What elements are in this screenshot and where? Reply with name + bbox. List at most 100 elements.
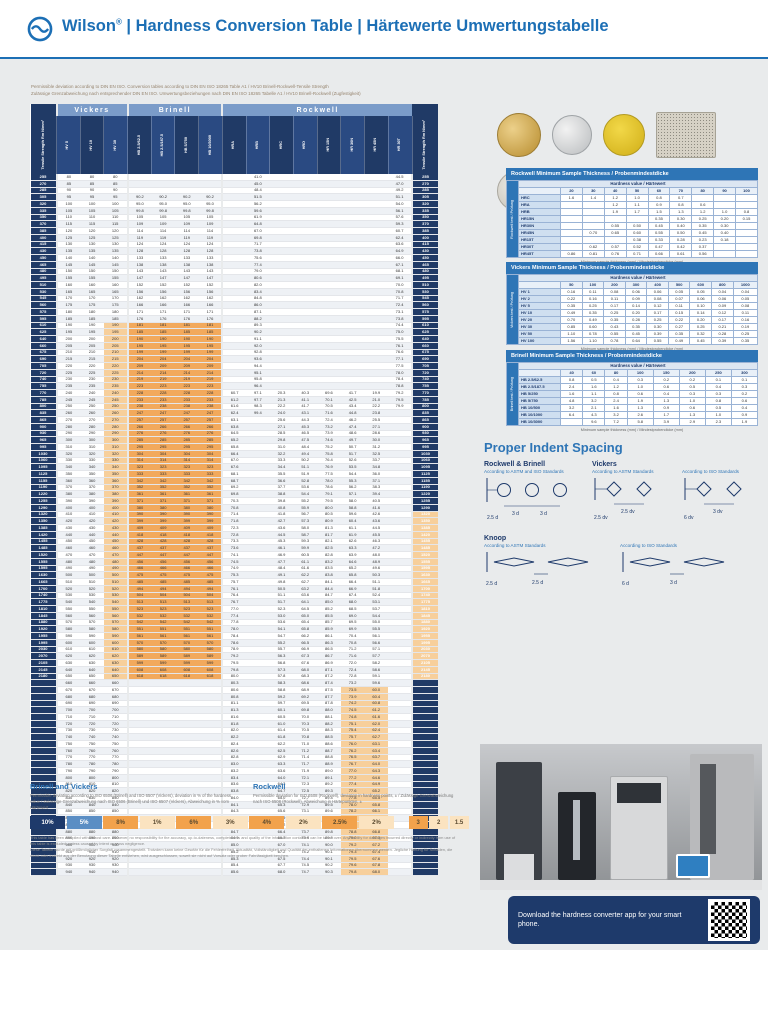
- table-cell: [174, 808, 199, 816]
- table-cell: 130: [80, 241, 104, 249]
- table-cell: [317, 180, 341, 188]
- hardness-col-header: 200: [678, 369, 706, 378]
- table-cell: 800: [30, 403, 57, 411]
- table-cell: [198, 767, 223, 775]
- table-cell: [174, 733, 199, 741]
- table-cell: 480: [80, 558, 104, 566]
- table-cell: 95: [55, 193, 81, 201]
- table-cell: [246, 646, 270, 654]
- table-cell: 551: [126, 625, 152, 633]
- table-cell: [317, 355, 341, 363]
- table-cell: 84.9: [221, 835, 246, 843]
- table-cell: 810: [103, 781, 128, 789]
- thickness-value: 0.71: [625, 250, 649, 259]
- table-cell: 485: [151, 578, 175, 586]
- table-cell: [126, 720, 152, 728]
- table-cell: 618: [174, 673, 199, 681]
- table-cell: 210: [55, 349, 81, 357]
- thickness-value: 1.2: [603, 194, 627, 203]
- table-cell: 61.2: [364, 706, 389, 714]
- table-cell: 523: [198, 605, 223, 613]
- table-cell: 115: [103, 220, 128, 228]
- table-cell: 65.3: [269, 801, 294, 809]
- scale-label: HB 10/1000: [518, 411, 561, 420]
- table-cell: 32.2: [269, 450, 294, 458]
- table-cell: 41.1: [293, 396, 318, 404]
- table-cell: [364, 308, 389, 316]
- thickness-value: 0.45: [689, 337, 713, 346]
- table-cell: 660: [411, 342, 438, 350]
- table-cell: 82.5: [317, 544, 341, 552]
- table-cell: 1155: [411, 477, 438, 485]
- table-cell: 85: [103, 180, 128, 188]
- table-cell: 740: [55, 733, 81, 741]
- vickers-min-thickness-title: Vickers Minimum Sample Thickness / Probe…: [506, 262, 758, 274]
- table-cell: [246, 430, 270, 438]
- table-row: HR30T 0.62 0.57 0.52 0.47 0.42 0.37: [507, 243, 758, 252]
- table-cell: 49.7: [340, 436, 365, 444]
- table-cell: [221, 342, 246, 350]
- table-cell: [198, 686, 223, 694]
- thickness-value: 1.0: [678, 397, 706, 406]
- table-cell: 238: [126, 403, 152, 411]
- table-cell: 618: [151, 673, 175, 681]
- table-cell: 52.3: [269, 605, 294, 613]
- scale-label: HR30T: [518, 243, 561, 252]
- table-cell: 260: [103, 409, 128, 417]
- column-header: Tensile Strength Rm N/mm²: [411, 116, 438, 174]
- table-cell: 750: [55, 740, 81, 748]
- table-cell: [221, 234, 246, 242]
- table-cell: 95.8: [246, 376, 270, 384]
- table-cell: 199: [126, 349, 152, 357]
- table-cell: 233: [126, 396, 152, 404]
- thickness-value: 0.70: [581, 229, 605, 238]
- table-cell: 67.3: [293, 652, 318, 660]
- table-cell: 115: [55, 220, 81, 228]
- table-cell: 58.0: [293, 524, 318, 532]
- svg-text:3 dv: 3 dv: [713, 509, 723, 515]
- table-cell: 74.5: [221, 558, 246, 566]
- table-cell: 64.0: [364, 760, 389, 768]
- svg-text:2.5 dv: 2.5 dv: [594, 515, 608, 521]
- table-cell: 85.0: [221, 841, 246, 849]
- table-cell: 185: [103, 315, 128, 323]
- table-cell: 80: [103, 174, 128, 181]
- table-cell: 66.7: [269, 835, 294, 843]
- table-cell: 73.1: [388, 308, 412, 316]
- hardness-col-header: 500: [667, 281, 691, 290]
- table-cell: 390: [198, 511, 223, 519]
- table-cell: [246, 450, 270, 458]
- table-cell: 510: [103, 578, 128, 586]
- thickness-value: 0.5: [678, 383, 706, 392]
- table-cell: 75.3: [221, 571, 246, 579]
- table-cell: [317, 342, 341, 350]
- scale-label: HV 10: [518, 309, 561, 318]
- scale-label: HB 2.5/62.5: [518, 376, 561, 385]
- svg-text:2.5 d: 2.5 d: [532, 580, 543, 586]
- table-cell: 490: [55, 565, 81, 573]
- table-cell: 780: [55, 760, 81, 768]
- thickness-value: 2.9: [678, 418, 706, 427]
- table-cell: 82.8: [221, 754, 246, 762]
- table-cell: [340, 376, 365, 384]
- deviation-percent-box: 2.5%: [322, 816, 358, 830]
- table-cell: 67.6: [221, 463, 246, 471]
- thickness-value: [560, 229, 583, 238]
- table-cell: 770: [80, 754, 104, 762]
- table-cell: 266: [198, 423, 223, 431]
- table-cell: [388, 713, 412, 721]
- table-cell: 323: [174, 463, 199, 471]
- table-row: 730 730 730 82.0 61.4 70.5 88.3 75.4 62.4: [30, 727, 438, 735]
- table-cell: 1190: [411, 484, 438, 492]
- table-cell: 930: [103, 862, 128, 870]
- table-cell: 110: [80, 214, 104, 222]
- thickness-value: 0.81: [581, 250, 605, 259]
- table-cell: 470: [80, 551, 104, 559]
- table-cell: 500: [80, 571, 104, 579]
- table-cell: [340, 234, 365, 242]
- table-cell: [293, 362, 318, 370]
- table-cell: 730: [103, 727, 128, 735]
- table-cell: [246, 592, 270, 600]
- table-cell: 700: [80, 706, 104, 714]
- table-cell: 166: [126, 301, 152, 309]
